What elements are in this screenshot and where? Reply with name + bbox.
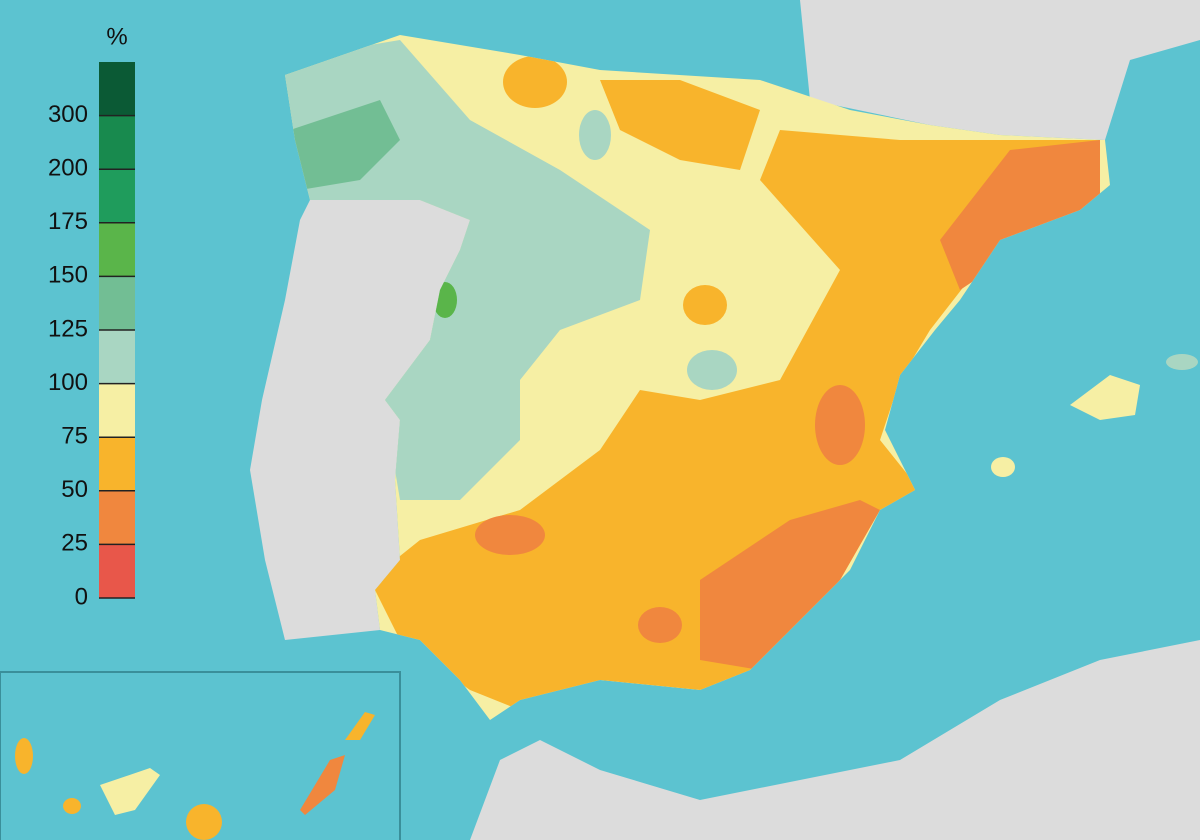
legend: 0 25 50 75 100 125 150 175 200 300 [48, 62, 135, 610]
zone-50-75 [370, 130, 1100, 710]
zone-50-75-north [600, 80, 760, 170]
legend-swatch [99, 62, 135, 116]
zone-25-50-south [475, 515, 545, 555]
legend-swatch [99, 115, 135, 170]
la-palma [15, 738, 33, 774]
fuerteventura [300, 755, 345, 815]
ibiza [991, 457, 1015, 477]
legend-tick-label: 300 [48, 101, 88, 128]
legend-swatch [99, 330, 135, 384]
legend-tick-label: 175 [48, 208, 88, 235]
legend-tick-label: 125 [48, 315, 88, 342]
legend-swatch [99, 437, 135, 491]
zone-25-50-south2 [638, 607, 682, 643]
zone-25-50-ne [940, 140, 1100, 290]
mallorca [1070, 375, 1140, 420]
africa [470, 640, 1200, 840]
zone-100-125-center [687, 350, 737, 390]
zone-50-75-north2 [503, 56, 567, 108]
legend-tick-label: 25 [61, 530, 88, 557]
zone-25-50-se [700, 500, 880, 670]
france [800, 0, 1200, 140]
tenerife [100, 768, 160, 815]
lanzarote [345, 712, 375, 740]
legend-title: % [106, 23, 127, 50]
gran-canaria [186, 804, 222, 840]
zone-50-75-center [683, 285, 727, 325]
menorca [1166, 354, 1198, 370]
legend-tick-label: 150 [48, 262, 88, 289]
spain [285, 35, 1110, 720]
legend-tick-label: 50 [61, 476, 88, 503]
legend-swatch [99, 490, 135, 545]
zone-100-125-north [579, 110, 611, 160]
legend-tick-label: 200 [48, 155, 88, 182]
legend-swatch [99, 276, 135, 330]
canary-inset [0, 671, 401, 840]
legend-tick-label: 100 [48, 369, 88, 396]
legend-swatch [99, 383, 135, 438]
legend-swatch [99, 169, 135, 223]
legend-swatch [99, 222, 135, 277]
legend-tick-label: 0 [75, 583, 88, 610]
legend-tick-label: 75 [61, 423, 88, 450]
legend-swatch [99, 544, 135, 598]
portugal [250, 200, 470, 640]
zone-25-50-east [815, 385, 865, 465]
zone-125-150 [290, 100, 400, 190]
la-gomera [63, 798, 81, 814]
